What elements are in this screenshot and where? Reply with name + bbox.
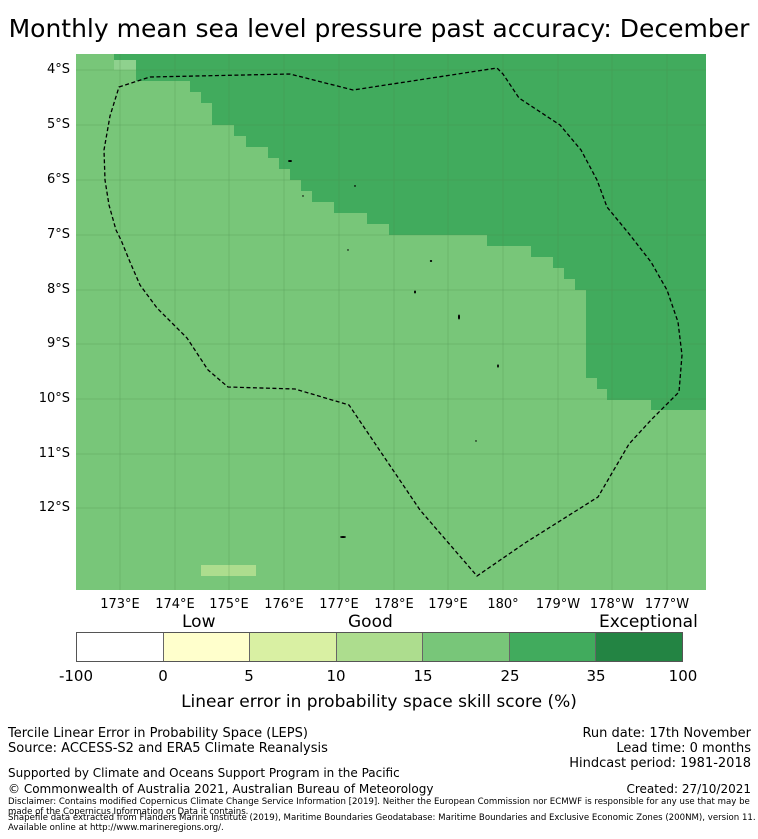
skill-cell-light [201, 565, 256, 576]
graticule [76, 54, 706, 590]
colorbar-segment [596, 633, 683, 661]
lon-label: 174°E [155, 597, 195, 612]
skill-map [76, 54, 706, 590]
data-source: Source: ACCESS-S2 and ERA5 Climate Reana… [8, 741, 328, 756]
lead-time: Lead time: 0 months [616, 741, 751, 756]
lat-label: 10°S [38, 391, 70, 406]
colorbar-tick: 0 [158, 667, 168, 685]
colorbar-label: Linear error in probability space skill … [181, 692, 577, 712]
lat-label: 4°S [46, 62, 70, 77]
shapefile-credit: Shapefile data extracted from Flanders M… [8, 813, 756, 833]
skill-cell-light [114, 60, 136, 70]
colorbar-segment [509, 633, 597, 661]
lon-label: 180° [487, 597, 519, 612]
lat-label: 5°S [46, 117, 70, 132]
lon-label: 175°E [209, 597, 249, 612]
copyright: © Commonwealth of Australia 2021, Austra… [8, 782, 434, 796]
category-good: Good [348, 612, 393, 632]
lon-label: 176°E [264, 597, 304, 612]
islands [288, 160, 499, 538]
category-low: Low [182, 612, 216, 632]
lon-label: 173°E [100, 597, 140, 612]
colorbar-segment [77, 633, 164, 661]
disclaimer: Disclaimer: Contains modified Copernicus… [8, 797, 750, 817]
category-exceptional: Exceptional [599, 612, 698, 632]
lat-label: 7°S [46, 227, 70, 242]
lat-label: 11°S [38, 446, 70, 461]
colorbar-tick: 100 [668, 667, 698, 685]
colorbar-tick: 10 [326, 667, 346, 685]
colorbar-tick: 35 [586, 667, 606, 685]
colorbar-segment [163, 633, 251, 661]
colorbar-segment [423, 633, 510, 661]
support-note: Supported by Climate and Oceans Support … [8, 766, 400, 780]
colorbar [76, 632, 683, 662]
colorbar-tick: -100 [58, 667, 94, 685]
lon-label: 178°W [589, 597, 635, 612]
lat-label: 8°S [46, 282, 70, 297]
colorbar-tick: 25 [500, 667, 520, 685]
product-name: Tercile Linear Error in Probability Spac… [8, 726, 308, 741]
lat-label: 9°S [46, 336, 70, 351]
colorbar-segment [336, 633, 424, 661]
lat-label: 12°S [38, 500, 70, 515]
colorbar-tick: 15 [413, 667, 433, 685]
hindcast-period: Hindcast period: 1981-2018 [569, 756, 751, 771]
run-date: Run date: 17th November [582, 726, 751, 741]
lon-label: 177°E [319, 597, 359, 612]
lon-label: 179°E [428, 597, 468, 612]
created-date: Created: 27/10/2021 [626, 782, 751, 796]
colorbar-tick: 5 [244, 667, 254, 685]
colorbar-segment [250, 633, 337, 661]
eez-boundary [103, 67, 683, 577]
lon-label: 177°W [644, 597, 690, 612]
lon-label: 179°W [535, 597, 581, 612]
lat-label: 6°S [46, 172, 70, 187]
chart-title: Monthly mean sea level pressure past acc… [8, 14, 750, 43]
lon-label: 178°E [374, 597, 414, 612]
